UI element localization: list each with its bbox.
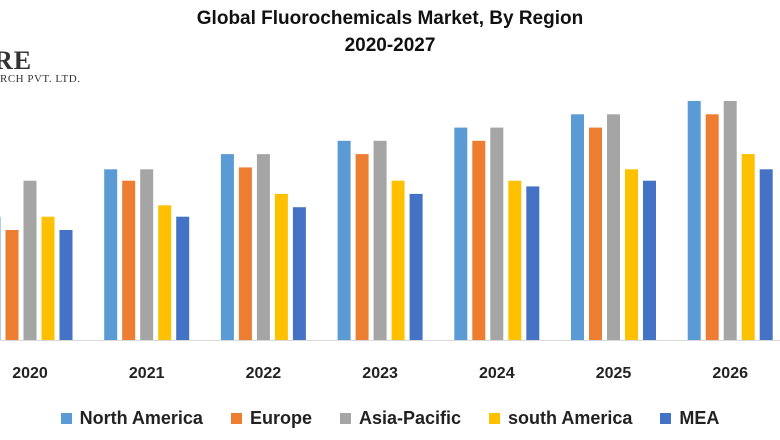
bar-europe-2024 — [472, 140, 486, 340]
bar-asia-pacific-2022 — [256, 154, 270, 340]
x-tick-label-2026: 2026 — [712, 365, 748, 382]
bar-north-america-2021 — [104, 169, 118, 340]
logo-mark: RE — [0, 46, 33, 75]
bar-europe-2022 — [238, 167, 252, 340]
legend-swatch-north-america — [60, 412, 72, 424]
legend-swatch-europe — [230, 412, 242, 424]
bar-mea-2020 — [59, 230, 73, 340]
x-tick-label-2022: 2022 — [246, 365, 282, 382]
bar-mea-2023 — [409, 193, 423, 340]
x-tick-label-2025: 2025 — [596, 365, 632, 382]
bar-north-america-2020 — [0, 216, 1, 340]
bar-europe-2020 — [5, 230, 19, 340]
x-tick-label-2023: 2023 — [362, 365, 398, 382]
bar-north-america-2023 — [337, 140, 351, 340]
bar-europe-2025 — [589, 127, 602, 340]
bar-south-america-2025 — [625, 169, 638, 340]
bar-mea-2021 — [176, 216, 190, 340]
x-tick-label-2020: 2020 — [12, 365, 48, 382]
legend-swatch-mea — [660, 412, 672, 424]
bar-europe-2026 — [705, 114, 719, 340]
bar-north-america-2025 — [571, 114, 584, 340]
bar-europe-2021 — [122, 180, 136, 340]
bar-south-america-2020 — [41, 216, 55, 340]
bar-mea-2024 — [526, 186, 540, 340]
chart-title: Global Fluorochemicals Market, By Region — [196, 8, 584, 29]
bar-asia-pacific-2025 — [607, 114, 620, 340]
x-tick-label-2024: 2024 — [479, 365, 515, 382]
bar-asia-pacific-2024 — [490, 127, 504, 340]
bar-mea-2022 — [292, 207, 306, 340]
bar-europe-2023 — [355, 154, 369, 340]
legend-label-north-america: North America — [79, 407, 203, 428]
bar-south-america-2023 — [391, 180, 405, 340]
bar-north-america-2022 — [220, 154, 234, 340]
legend-label-mea: MEA — [679, 407, 720, 428]
logo-text: RCH PVT. LTD. — [0, 73, 81, 85]
legend-swatch-south-america — [489, 412, 501, 424]
bar-north-america-2024 — [454, 127, 468, 340]
bar-asia-pacific-2026 — [723, 101, 737, 340]
bar-mea-2025 — [643, 180, 656, 340]
bar-south-america-2022 — [274, 193, 288, 340]
legend-item-europe: Europe — [230, 407, 312, 429]
bar-north-america-2026 — [687, 101, 701, 340]
chart-legend: North America Europe Asia-Pacific south Ame… — [0, 404, 780, 432]
bar-asia-pacific-2020 — [23, 180, 37, 340]
bar-asia-pacific-2021 — [140, 169, 154, 340]
legend-item-south-america: south America — [489, 408, 632, 429]
bar-south-america-2024 — [508, 180, 522, 340]
legend-label-europe: Europe — [249, 407, 312, 428]
bar-asia-pacific-2023 — [373, 140, 387, 340]
legend-label-asia-pacific: Asia-Pacific — [358, 407, 462, 428]
chart-subtitle: 2020-2027 — [344, 35, 436, 56]
legend-swatch-asia-pacific — [339, 412, 351, 424]
legend-label-south-america: south America — [508, 407, 633, 428]
legend-item-north-america: North America — [60, 407, 203, 429]
bar-south-america-2021 — [158, 205, 172, 340]
watermark-logo: RE RCH PVT. LTD. — [0, 48, 90, 90]
legend-item-asia-pacific: Asia-Pacific — [339, 407, 462, 429]
bar-mea-2026 — [759, 169, 773, 340]
legend-item-mea: MEA — [660, 408, 719, 429]
x-tick-label-2021: 2021 — [129, 365, 165, 382]
bar-south-america-2026 — [741, 154, 755, 340]
